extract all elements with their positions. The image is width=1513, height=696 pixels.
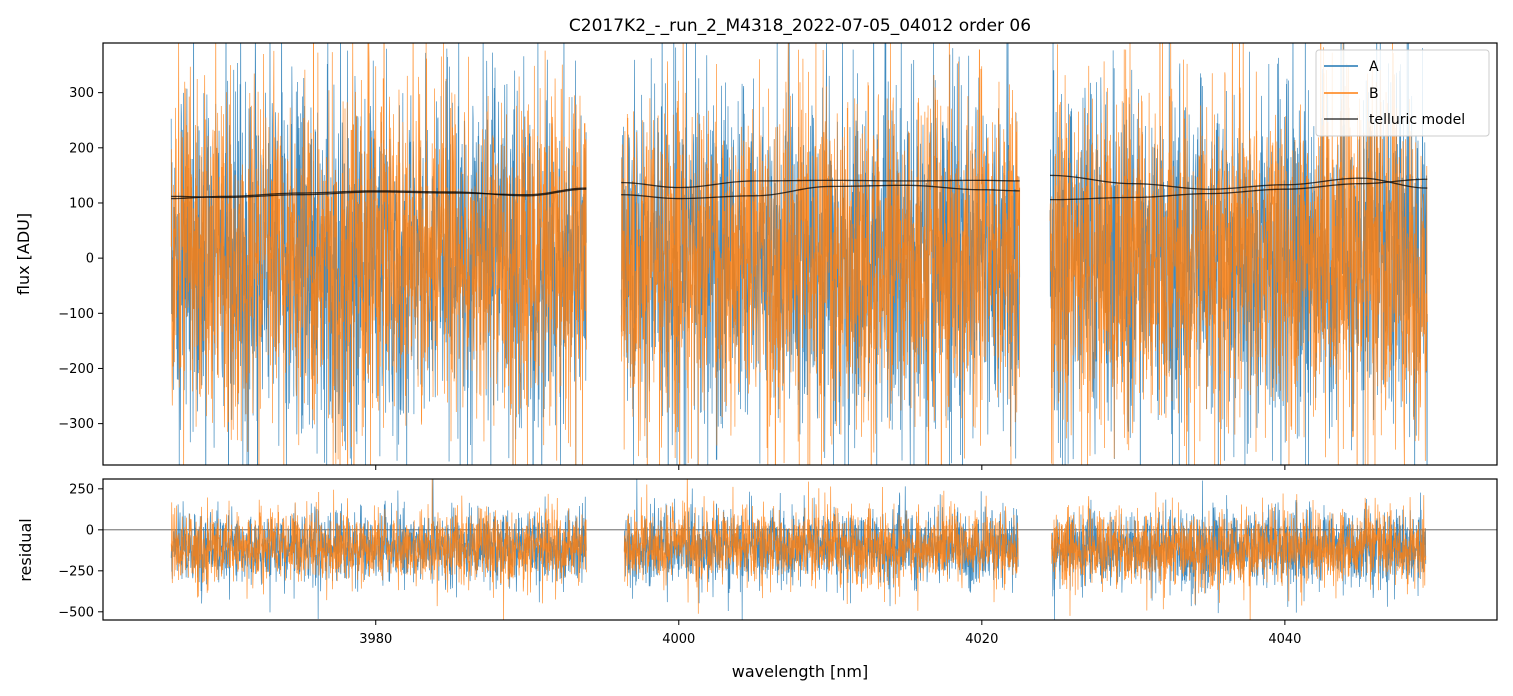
telluric-model-curve-3 xyxy=(621,179,1020,189)
telluric-model-curve-4 xyxy=(621,184,1020,200)
legend-label-telluric: telluric model xyxy=(1369,112,1465,128)
legend: A B telluric model xyxy=(1315,49,1490,137)
residual-plot-area xyxy=(103,479,1497,620)
residual-series-b-segment-2 xyxy=(623,479,1019,614)
flux-y-tick-label: −200 xyxy=(58,362,94,377)
residual-axis-ticks: −500 −250 0 250 3980 4000 4020 4040 xyxy=(58,482,1301,647)
residual-y-axis-label: residual xyxy=(16,518,35,581)
legend-label-a: A xyxy=(1369,59,1379,75)
telluric-model-curve-6 xyxy=(1050,178,1428,201)
flux-axis-ticks: −300 −200 −100 0 100 200 300 xyxy=(58,86,1286,470)
residual-y-tick-label: −250 xyxy=(58,564,94,579)
x-tick-label: 4020 xyxy=(965,632,998,647)
x-tick-label: 4040 xyxy=(1268,632,1301,647)
flux-y-axis-label: flux [ADU] xyxy=(14,213,33,295)
flux-y-tick-label: 200 xyxy=(69,141,94,156)
residual-series-b-segment-3 xyxy=(1051,492,1427,620)
residual-y-tick-label: 0 xyxy=(86,523,94,538)
x-tick-label: 3980 xyxy=(359,632,392,647)
residual-y-tick-label: −500 xyxy=(58,605,94,620)
x-tick-label: 4000 xyxy=(662,632,695,647)
residual-y-tick-label: 250 xyxy=(69,482,94,497)
telluric-model-curve-2 xyxy=(171,188,587,200)
flux-plot-area xyxy=(170,43,1428,465)
flux-series-b-segment-2 xyxy=(620,43,1021,465)
flux-y-tick-label: −100 xyxy=(58,307,94,322)
flux-axes-frame xyxy=(102,42,1498,466)
telluric-model-curve-1 xyxy=(171,187,587,199)
flux-series-b-segment-1 xyxy=(170,43,587,465)
flux-y-tick-label: 0 xyxy=(86,252,94,267)
residual-series-b-segment-1 xyxy=(170,479,587,620)
residual-axes-frame xyxy=(102,478,1498,621)
legend-label-b: B xyxy=(1369,86,1379,102)
chart-title: C2017K2_-_run_2_M4318_2022-07-05_04012 o… xyxy=(569,16,1031,36)
flux-y-tick-label: 100 xyxy=(69,196,94,211)
flux-series-a-segment-1 xyxy=(170,43,587,465)
legend-box xyxy=(1315,49,1490,137)
flux-y-tick-label: 300 xyxy=(69,86,94,101)
x-axis-label: wavelength [nm] xyxy=(732,662,869,681)
telluric-model-curve-5 xyxy=(1050,174,1428,190)
flux-series-b-segment-3 xyxy=(1049,43,1428,465)
flux-y-tick-label: −300 xyxy=(58,417,94,432)
